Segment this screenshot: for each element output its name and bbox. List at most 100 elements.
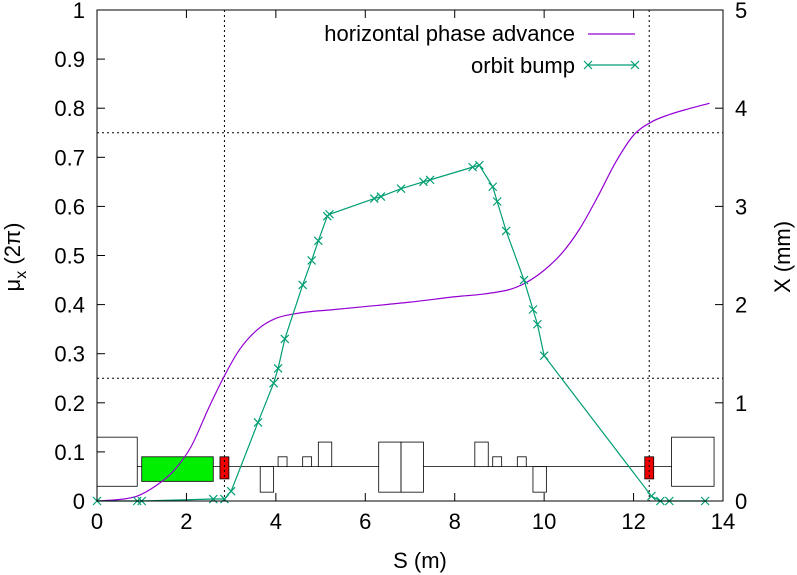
y2-tick-label-2: 2 [735, 293, 747, 318]
plot-frame [96, 9, 724, 502]
marker-stroke-b [253, 418, 263, 427]
series-1-point-7 [269, 378, 279, 388]
series-1-point-17 [396, 184, 406, 194]
series-1-point-8 [273, 364, 283, 373]
marker-stroke-b [208, 494, 218, 504]
series-1-point-22 [488, 182, 498, 192]
marker-stroke-b [220, 494, 229, 504]
x-tick-label-5: 10 [532, 509, 556, 534]
y-tick-label-8: 0.8 [54, 96, 85, 121]
marker-stroke-b [226, 486, 236, 496]
series-1-point-9 [280, 334, 290, 344]
series-1-point-19 [425, 175, 435, 185]
y2-tick-label-1: 1 [735, 391, 747, 416]
marker-stroke-b [307, 255, 317, 265]
marker-stroke-b [533, 319, 542, 329]
y2-tick-label-3: 3 [735, 194, 747, 219]
series-1-point-20 [468, 162, 478, 172]
series-1-point-26 [528, 305, 538, 314]
series-1-point-28 [539, 351, 549, 361]
y-tick-label-6: 0.6 [54, 194, 85, 219]
legend-label-orbit-bump: orbit bump [471, 53, 575, 78]
y-tick-label-10: 1 [73, 0, 85, 23]
y-tick-label-4: 0.4 [54, 293, 85, 318]
x-tick-label-3: 6 [359, 509, 371, 534]
tick-layer: 0 2 4 6 8 10 12 1400.10.20.30.40.50.60.70.80.91… [54, 0, 747, 534]
marker-stroke-b [313, 236, 323, 246]
x-tick-label-4: 8 [449, 509, 461, 534]
series-line-0 [96, 102, 710, 502]
marker-stroke-b [474, 160, 484, 170]
y2-axis-title: X (mm) [770, 221, 795, 293]
marker-stroke-b [325, 209, 334, 219]
legend-label-phase-advance: horizontal phase advance [324, 21, 575, 46]
marker-stroke-b [418, 177, 428, 187]
series-1-point-15 [369, 194, 379, 203]
lattice-element-7 [378, 441, 402, 493]
marker-stroke-b [501, 226, 511, 236]
reference-lines [97, 10, 723, 501]
plot-border [96, 9, 724, 502]
marker-stroke-b [425, 175, 435, 185]
legend-marker-orbit-bump [583, 60, 640, 70]
series-1-point-24 [501, 226, 511, 236]
marker-stroke-b [488, 182, 498, 192]
series-1-point-14 [325, 209, 334, 219]
lattice-element-8 [400, 441, 424, 493]
marker-stroke-b [269, 378, 279, 388]
series-1-point-16 [376, 192, 386, 202]
marker-stroke-b [369, 194, 379, 203]
marker-stroke-b [280, 334, 290, 344]
y-tick-label-7: 0.7 [54, 145, 85, 170]
x-tick-label-2: 4 [270, 509, 282, 534]
lattice-element-0 [96, 436, 138, 487]
marker-stroke-b [528, 305, 538, 314]
series-1-point-5 [226, 486, 236, 496]
series-1-point-23 [492, 197, 502, 206]
lattice-element-10 [492, 456, 503, 468]
x-tick-label-7: 14 [711, 509, 735, 534]
series-1-point-27 [533, 319, 542, 329]
series-1-point-4 [220, 494, 229, 504]
lattice-element-12 [532, 466, 547, 493]
marker-stroke-b [492, 197, 502, 206]
marker-stroke-b [273, 364, 283, 373]
legend: horizontal phase advance orbit bump [324, 21, 640, 78]
series-1-point-6 [253, 418, 263, 427]
y-tick-label-2: 0.2 [54, 391, 85, 416]
lattice-element-5 [302, 456, 313, 468]
lattice-element-11 [516, 456, 527, 468]
marker-stroke-b [539, 351, 549, 361]
lattice-element-6 [317, 441, 333, 468]
lattice-element-9 [474, 441, 489, 468]
x-tick-label-6: 12 [621, 509, 645, 534]
lattice-element-1 [141, 456, 214, 482]
y-tick-label-3: 0.3 [54, 342, 85, 367]
marker-stroke-b [396, 184, 406, 194]
x-tick-label-1: 2 [180, 509, 192, 534]
lattice-element-4 [277, 456, 288, 468]
y-tick-label-5: 0.5 [54, 244, 85, 269]
series-1-point-18 [418, 177, 428, 187]
lattice-element-14 [671, 436, 715, 487]
marker-stroke-b [298, 280, 308, 290]
y2-tick-label-4: 4 [735, 96, 747, 121]
y-tick-label-9: 0.9 [54, 47, 85, 72]
marker-stroke-b [519, 275, 529, 285]
series-1-point-12 [313, 236, 323, 246]
marker-stroke-b [468, 162, 478, 172]
y-tick-label-0: 0 [73, 489, 85, 514]
x-axis-title: S (m) [393, 548, 447, 573]
series-1-point-29 [647, 491, 656, 501]
series-1-point-21 [474, 160, 484, 170]
y-axis-title: μx (2π) [0, 223, 30, 292]
lattice-element-3 [259, 466, 275, 493]
marker-stroke-b [647, 491, 656, 501]
series-1-point-25 [519, 275, 529, 285]
series-1-point-11 [307, 255, 317, 265]
series-1-point-3 [208, 494, 218, 504]
y-tick-label-1: 0.1 [54, 440, 85, 465]
lattice-layer [96, 436, 715, 493]
x-tick-label-0: 0 [91, 509, 103, 534]
